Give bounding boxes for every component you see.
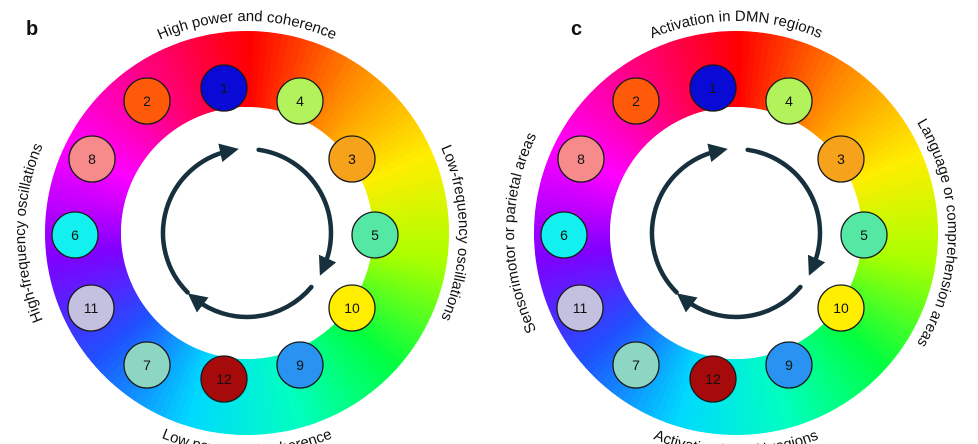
state-node-3: 3 [817,135,865,183]
state-node-circle [276,341,324,389]
state-node-1: 1 [200,64,248,112]
state-node-label: 4 [296,93,304,109]
panel-c-letter: c [571,18,583,40]
state-node-circle [123,341,171,389]
state-node-circle [67,284,115,332]
state-node-7: 7 [612,341,660,389]
state-node-circle [612,77,660,125]
state-node-label: 8 [577,151,585,167]
state-node-circle [765,77,813,125]
state-node-4: 4 [765,77,813,125]
state-node-11: 11 [67,284,115,332]
state-node-label: 9 [785,357,793,373]
state-node-label: 8 [88,151,96,167]
state-node-circle [817,135,865,183]
state-node-6: 6 [51,211,99,259]
state-node-circle [817,284,865,332]
cycle-arrow-3 [649,143,728,295]
cycle-arrow-2 [187,284,314,320]
state-node-7: 7 [123,341,171,389]
state-node-label: 7 [143,357,151,373]
cycle-arrows [649,143,826,320]
state-node-circle [840,211,888,259]
state-node-circle [123,77,171,125]
state-node-circle [556,284,604,332]
state-node-circle [765,341,813,389]
state-node-label: 10 [833,300,849,316]
state-node-circle [689,64,737,112]
cycle-arrow-1 [256,147,337,276]
color-ring [45,31,449,435]
label-left: High-frequency oscillations [12,141,47,325]
state-node-2: 2 [123,77,171,125]
state-node-12: 12 [689,355,737,403]
state-node-circle [200,355,248,403]
cycle-arrow-1 [745,147,826,276]
state-node-label: 11 [84,300,99,316]
state-node-4: 4 [276,77,324,125]
state-node-2: 2 [612,77,660,125]
state-node-circle [328,284,376,332]
state-node-label: 12 [216,371,232,387]
state-node-label: 4 [785,93,793,109]
state-node-circle [689,355,737,403]
state-node-10: 10 [328,284,376,332]
state-node-circle [276,77,324,125]
state-node-circle [351,211,399,259]
cycle-arrows [160,143,337,320]
state-node-3: 3 [328,135,376,183]
state-node-label: 1 [709,80,717,96]
state-node-label: 1 [220,80,228,96]
state-node-label: 5 [371,227,379,243]
state-node-circle [328,135,376,183]
state-node-circle [557,135,605,183]
state-node-label: 7 [632,357,640,373]
state-node-label: 3 [348,151,356,167]
state-node-9: 9 [765,341,813,389]
cycle-arrow-2 [676,284,803,320]
state-node-11: 11 [556,284,604,332]
state-node-6: 6 [540,211,588,259]
panel-b-letter: b [26,18,39,40]
state-node-5: 5 [840,211,888,259]
state-node-circle [68,135,116,183]
state-node-label: 3 [837,151,845,167]
state-node-8: 8 [68,135,116,183]
state-node-1: 1 [689,64,737,112]
state-node-5: 5 [351,211,399,259]
state-node-label: 11 [573,300,588,316]
state-node-label: 12 [705,371,721,387]
state-node-circle [540,211,588,259]
state-node-8: 8 [557,135,605,183]
cycle-arrow-3 [160,143,239,295]
state-node-label: 9 [296,357,304,373]
state-node-10: 10 [817,284,865,332]
state-node-label: 5 [860,227,868,243]
state-node-label: 2 [632,93,640,109]
state-node-12: 12 [200,355,248,403]
state-node-label: 6 [71,227,79,243]
state-node-label: 10 [344,300,360,316]
state-node-label: 2 [143,93,151,109]
state-node-9: 9 [276,341,324,389]
state-node-circle [200,64,248,112]
state-node-label: 6 [560,227,568,243]
state-node-circle [612,341,660,389]
state-node-circle [51,211,99,259]
